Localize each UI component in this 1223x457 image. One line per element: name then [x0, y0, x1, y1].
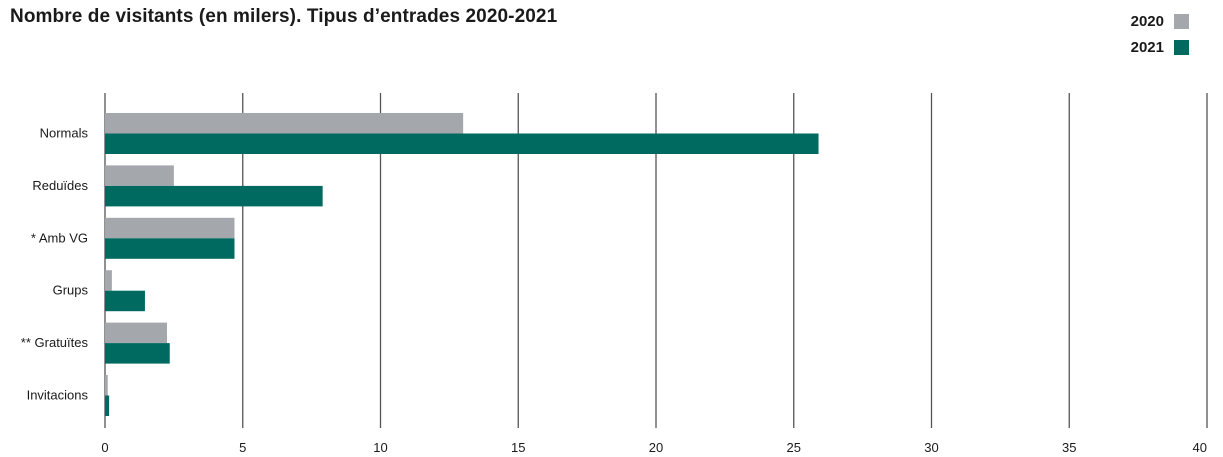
legend-swatch-2020 [1174, 13, 1189, 29]
bar-2021-4 [105, 343, 170, 364]
x-tick-label-10: 10 [373, 440, 387, 455]
x-tick-label-0: 0 [101, 440, 108, 455]
bar-2021-5 [105, 395, 110, 416]
bar-2020-0 [105, 113, 464, 134]
bar-2020-2 [105, 217, 235, 239]
bar-2021-1 [105, 185, 323, 207]
bar-2020-3 [105, 270, 112, 291]
category-label-5: Invitacions [27, 388, 89, 403]
legend-label-2020: 2020 [1130, 12, 1164, 30]
x-tick-label-30: 30 [924, 440, 938, 455]
category-label-0: Normals [40, 126, 89, 141]
x-tick-label-20: 20 [649, 440, 663, 455]
legend-item-2021: 2021 [1131, 34, 1189, 60]
x-tick-label-35: 35 [1062, 440, 1076, 455]
bar-2021-0 [105, 133, 819, 154]
chart-title: Nombre de visitants (en milers). Tipus d… [10, 6, 558, 27]
legend-swatch-2021 [1174, 39, 1189, 55]
bar-2020-1 [105, 165, 174, 186]
x-tick-label-15: 15 [511, 440, 525, 455]
chart-legend: 2020 2021 [1131, 8, 1189, 60]
x-tick-label-5: 5 [239, 440, 246, 455]
category-label-3: Grups [53, 283, 89, 298]
category-label-2: * Amb VG [31, 230, 88, 245]
x-tick-label-40: 40 [1193, 440, 1207, 455]
bar-2020-4 [105, 322, 167, 344]
legend-label-2021: 2021 [1130, 38, 1164, 56]
bar-2021-2 [105, 238, 235, 259]
bar-2021-3 [105, 290, 145, 312]
legend-item-2020: 2020 [1131, 8, 1189, 34]
x-tick-label-25: 25 [787, 440, 801, 455]
category-label-1: Reduïdes [32, 178, 88, 193]
bar-2020-5 [105, 375, 108, 396]
category-label-4: ** Gratuïtes [21, 335, 89, 350]
